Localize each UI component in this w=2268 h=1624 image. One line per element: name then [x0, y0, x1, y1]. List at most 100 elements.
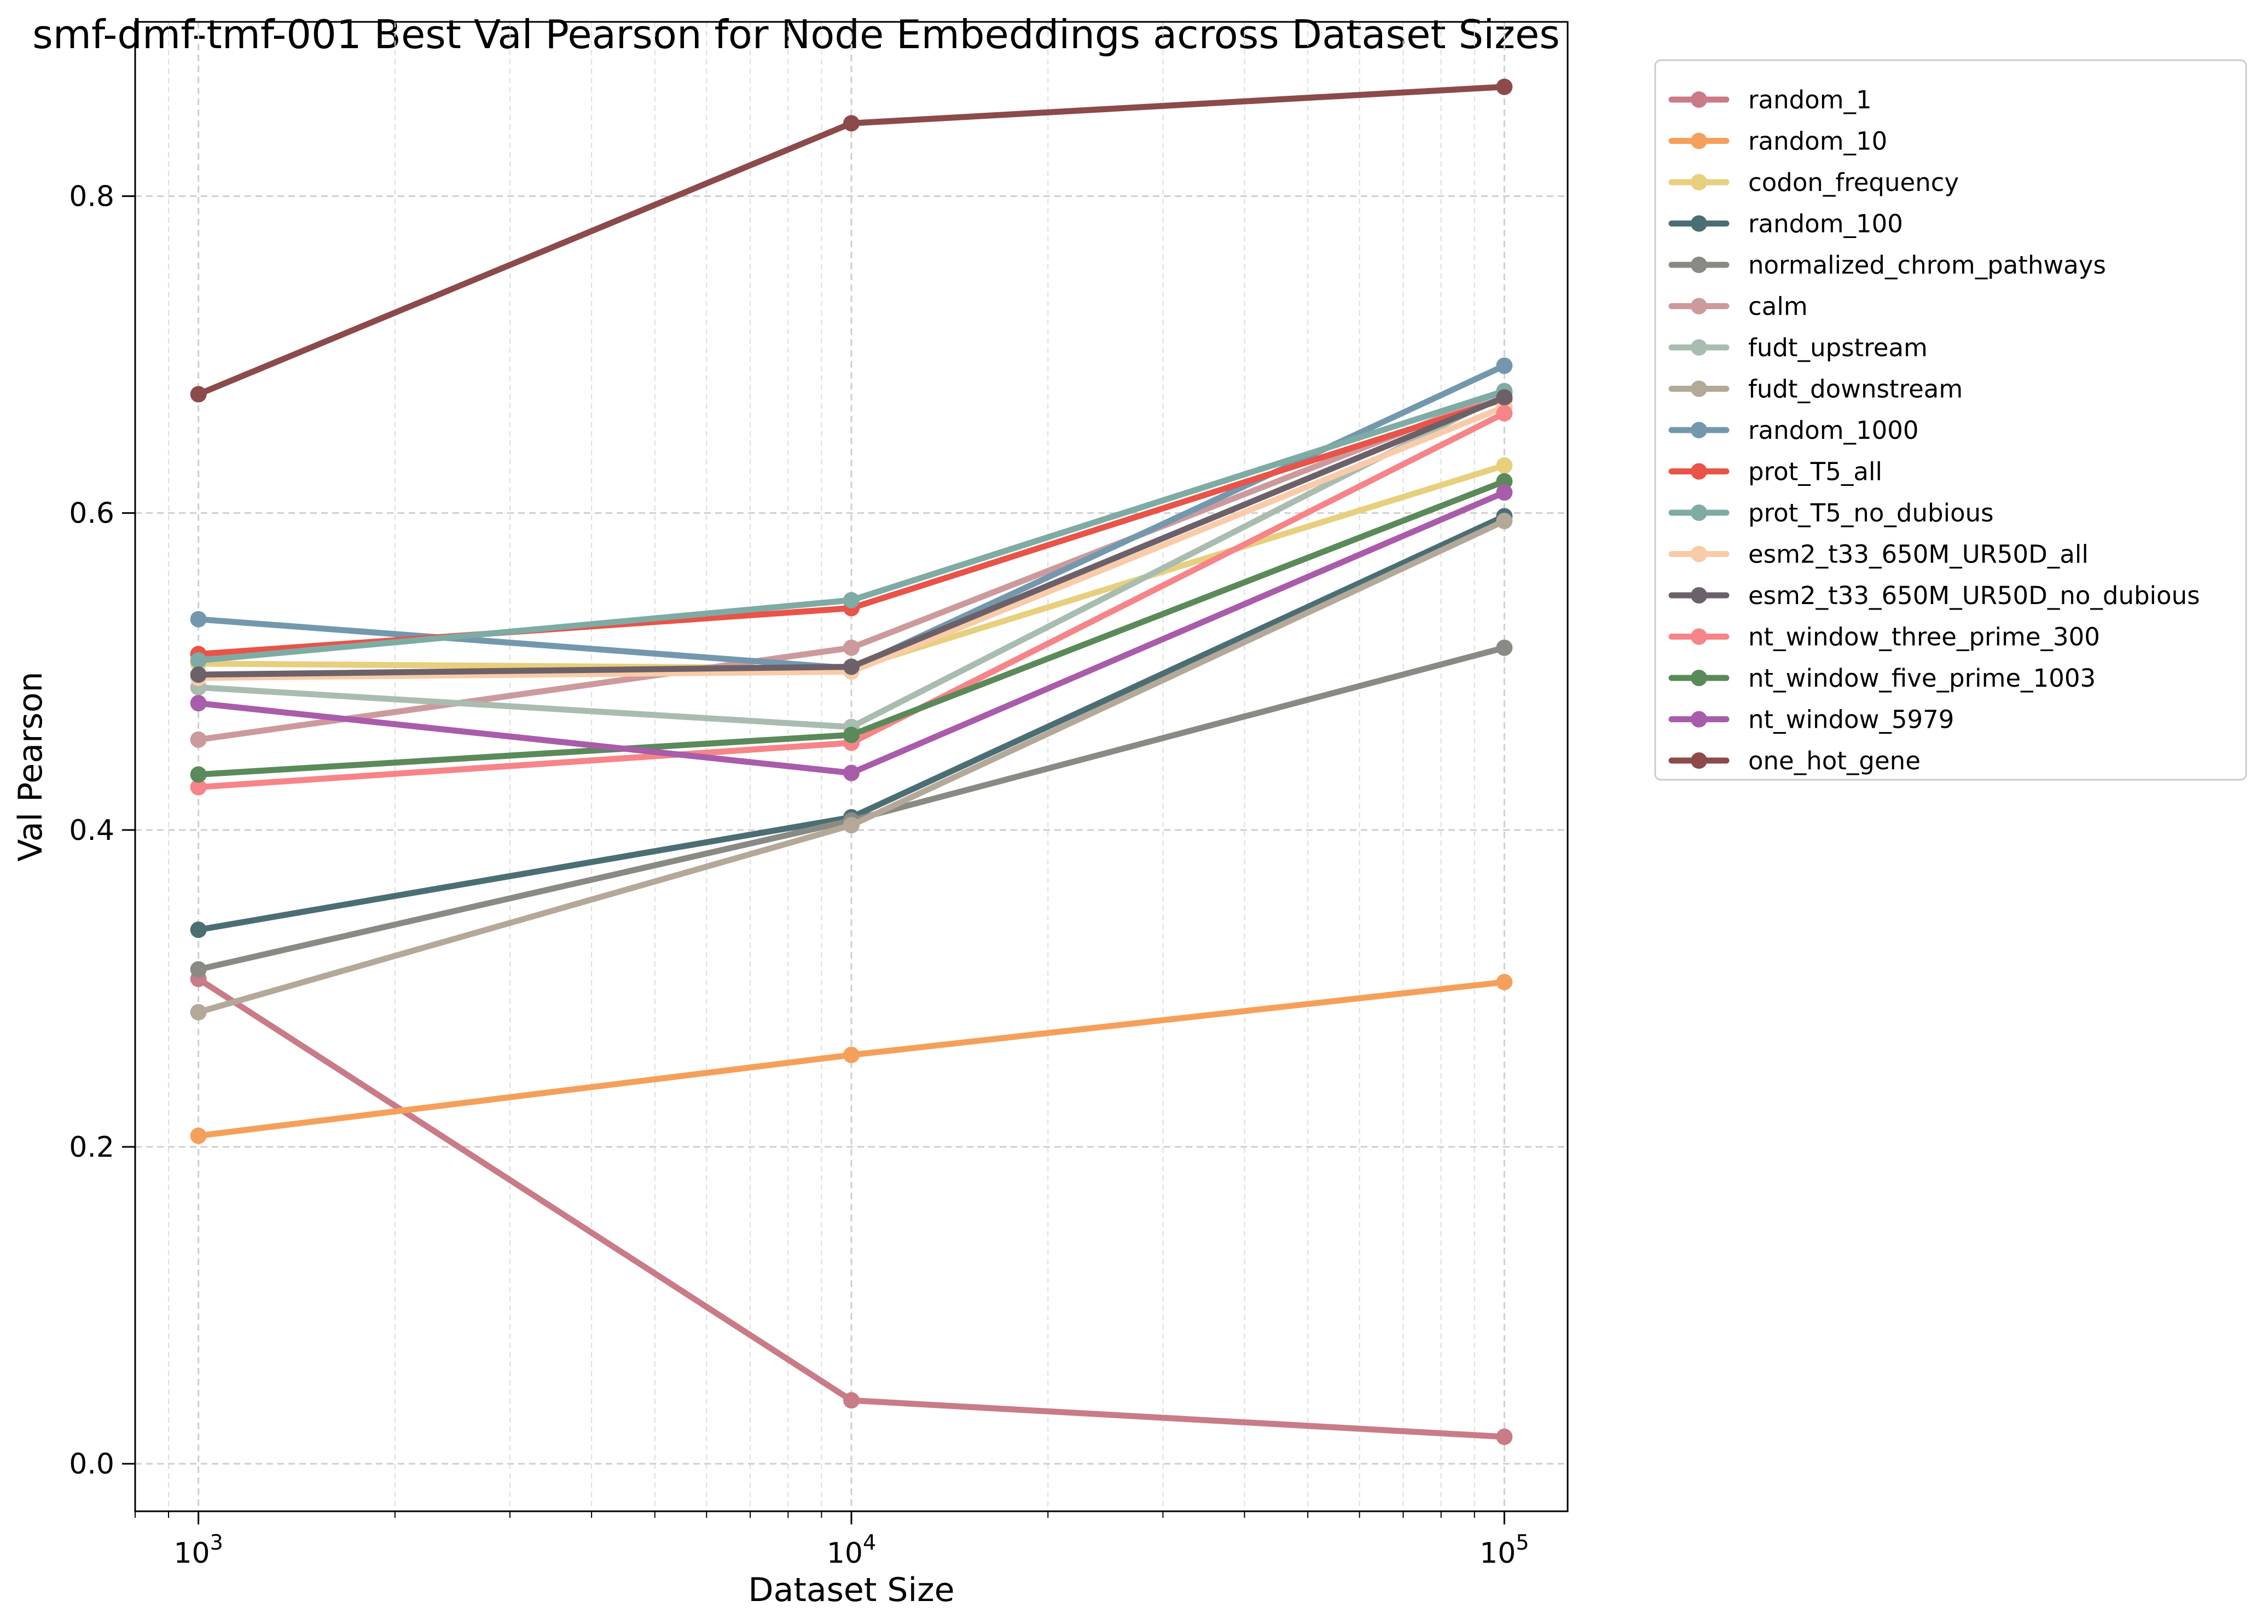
legend-marker [1691, 132, 1707, 149]
legend-label: fudt_downstream [1748, 375, 1963, 404]
data-point [1496, 457, 1513, 474]
data-point [843, 817, 860, 834]
legend-marker [1691, 752, 1707, 769]
series-nt_window_five_prime_1003 [190, 473, 1513, 783]
data-point [1496, 513, 1513, 530]
y-axis: 0.0 0.2 0.4 0.6 0.8 [69, 181, 135, 1481]
data-point [190, 921, 207, 938]
legend-label: prot_T5_all [1748, 457, 1882, 486]
series-layer [190, 78, 1513, 1445]
data-point [190, 652, 207, 669]
data-point [843, 115, 860, 132]
legend-label: fudt_upstream [1748, 333, 1928, 362]
legend-item: prot_T5_no_dubious [1668, 498, 1994, 527]
legend-item: fudt_upstream [1668, 333, 1928, 362]
legend-label: random_10 [1748, 127, 1887, 156]
legend-frame [1654, 59, 2247, 781]
series-fudt_downstream [190, 513, 1513, 1020]
legend: random_1 random_10 codon_frequency random_1… [1654, 59, 2247, 781]
legend-marker [1691, 257, 1707, 273]
y-tick-label: 0.2 [69, 1131, 114, 1164]
legend-item: fudt_downstream [1668, 375, 1963, 404]
data-point [190, 1004, 207, 1020]
x-tick-label: 105 [1480, 1530, 1529, 1570]
legend-marker [1691, 670, 1707, 686]
legend-label: esm2_t33_650M_UR50D_no_dubious [1748, 581, 2200, 610]
legend-item: codon_frequency [1668, 168, 1959, 197]
legend-marker [1691, 174, 1707, 190]
data-point [190, 611, 207, 628]
x-axis-label: Dataset Size [748, 1571, 954, 1609]
y-tick-label: 0.4 [69, 814, 114, 847]
legend-item: nt_window_5979 [1668, 705, 1954, 734]
x-axis: 103 104 105 [135, 1511, 1529, 1570]
legend-marker [1691, 422, 1707, 438]
data-point [1496, 357, 1513, 374]
series-esm2_t33_650M_UR50D_no_dubious [190, 389, 1513, 683]
data-point [843, 639, 860, 656]
legend-item: random_1 [1668, 85, 1872, 114]
y-axis-label: Val Pearson [11, 671, 50, 861]
legend-marker [1691, 711, 1707, 728]
data-point [190, 731, 207, 748]
data-point [1496, 405, 1513, 422]
legend-label: normalized_chrom_pathways [1748, 251, 2106, 280]
data-point [843, 658, 860, 675]
y-tick-label: 0.0 [69, 1448, 114, 1481]
series-prot_T5_no_dubious [190, 382, 1513, 669]
x-tick-label: 104 [827, 1530, 876, 1570]
legend-label: nt_window_three_prime_300 [1748, 623, 2100, 652]
legend-marker [1691, 546, 1707, 562]
legend-label: codon_frequency [1748, 168, 1959, 197]
data-point [843, 591, 860, 608]
data-point [843, 1047, 860, 1064]
legend-marker [1691, 91, 1707, 108]
legend-label: esm2_t33_650M_UR50D_all [1748, 540, 2089, 569]
legend-marker [1691, 339, 1707, 356]
legend-item: calm [1668, 292, 1808, 321]
legend-label: random_1 [1748, 85, 1872, 114]
legend-item: esm2_t33_650M_UR50D_all [1668, 540, 2089, 569]
data-point [1496, 78, 1513, 95]
legend-label: random_100 [1748, 210, 1903, 239]
legend-marker [1691, 380, 1707, 397]
legend-label: prot_T5_no_dubious [1748, 498, 1994, 527]
data-point [843, 1392, 860, 1409]
legend-item: prot_T5_all [1668, 457, 1882, 486]
data-point [190, 666, 207, 683]
legend-item: normalized_chrom_pathways [1668, 251, 2106, 280]
data-point [843, 764, 860, 781]
legend-item: random_1000 [1668, 416, 1919, 445]
legend-label: nt_window_5979 [1748, 705, 1954, 734]
chart-title: smf-dmf-tmf-001 Best Val Pearson for Nod… [32, 11, 1560, 57]
series-one_hot_gene [190, 78, 1513, 403]
y-tick-label: 0.8 [69, 181, 114, 213]
legend-marker [1691, 628, 1707, 645]
data-point [190, 779, 207, 796]
legend-item: one_hot_gene [1668, 746, 1921, 775]
data-point [843, 727, 860, 744]
legend-item: esm2_t33_650M_UR50D_no_dubious [1668, 581, 2200, 610]
x-tick-label: 103 [173, 1530, 223, 1570]
data-point [1496, 973, 1513, 990]
legend-marker [1691, 504, 1707, 521]
data-point [190, 961, 207, 978]
series-nt_window_5979 [190, 484, 1513, 781]
data-point [190, 766, 207, 783]
legend-label: nt_window_five_prime_1003 [1748, 664, 2096, 693]
legend-label: calm [1748, 292, 1808, 321]
data-point [190, 1127, 207, 1144]
legend-marker [1691, 463, 1707, 480]
data-point [1496, 484, 1513, 501]
y-tick-label: 0.6 [69, 497, 114, 530]
legend-item: random_100 [1668, 210, 1903, 239]
legend-marker [1691, 587, 1707, 604]
legend-marker [1691, 215, 1707, 232]
legend-item: nt_window_five_prime_1003 [1668, 664, 2096, 693]
data-point [1496, 639, 1513, 656]
data-point [1496, 389, 1513, 406]
legend-item: random_10 [1668, 127, 1887, 156]
data-point [190, 386, 207, 403]
data-point [1496, 1428, 1513, 1445]
series-random_10 [190, 973, 1513, 1144]
